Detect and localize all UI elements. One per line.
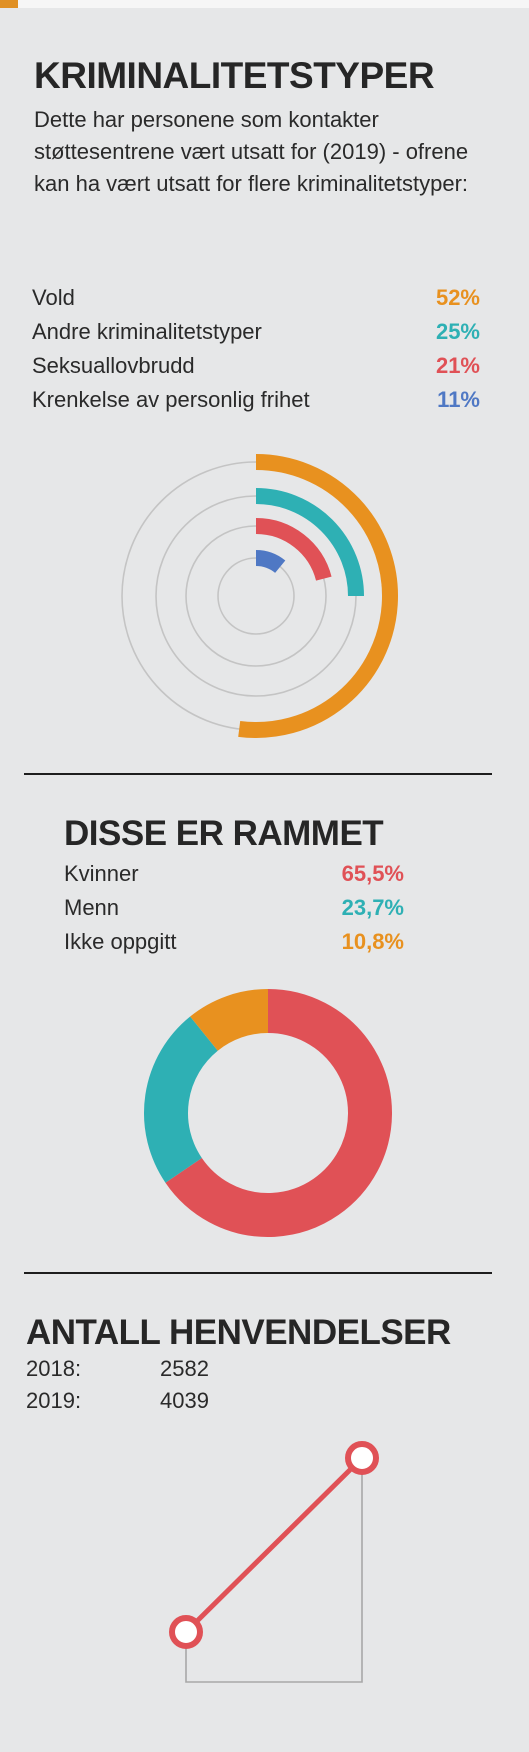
year-count-value: 4039 (160, 1388, 209, 1413)
crime-legend-row-krenkelse-av-personlig-frihet: Krenkelse av personlig frihet 11% (32, 387, 480, 421)
crime-legend-label: Andre kriminalitetstyper (32, 319, 262, 344)
crime-legend-label: Seksuallovbrudd (32, 353, 195, 378)
gender-legend-value: 10,8% (341, 929, 404, 954)
section-title-kriminalitetstyper: KRIMINALITETSTYPER (34, 55, 435, 96)
gender-legend-row-menn: Menn 23,7% (64, 895, 404, 929)
crime-legend-row-vold: Vold 52% (32, 285, 480, 319)
gender-legend-label: Menn (64, 895, 120, 920)
radial-bar-seksuallovbrudd (255, 518, 332, 581)
crime-legend-value: 11% (437, 387, 480, 412)
year-row: 2018: 2582 (26, 1356, 326, 1388)
gender-legend-value: 65,5% (341, 861, 404, 886)
year-count-value: 2582 (160, 1356, 209, 1381)
radial-bar-andre-kriminalitetstyper (255, 488, 364, 597)
intro-text: Dette har personene som kontakter støtte… (34, 107, 469, 196)
crime-types-legend: Vold 52% Andre kriminalitetstyper 25% Seksua… (32, 285, 480, 421)
donut-slice-ikke-oppgitt (190, 989, 269, 1052)
donut-slice-menn (144, 1016, 219, 1183)
crime-legend-row-andre-kriminalitetstyper: Andre kriminalitetstyper 25% (32, 319, 480, 353)
line-chart-frame (185, 1458, 363, 1683)
top-accent-line (18, 0, 529, 8)
radial-grid-ring (217, 557, 295, 635)
gender-legend-label: Ikke oppgitt (64, 929, 177, 954)
radial-bar-vold (238, 454, 398, 738)
top-accent-orange (0, 0, 18, 8)
radial-bar-krenkelse-av-personlig-frihet (255, 550, 286, 574)
year-row: 2019: 4039 (26, 1388, 326, 1420)
yearly-counts: 2018: 2582 2019: 4039 (26, 1356, 326, 1420)
crime-legend-label: Vold (32, 285, 75, 310)
section-title-antall-henvendelser: ANTALL HENVENDELSER (26, 1313, 451, 1352)
gender-legend-label: Kvinner (64, 861, 139, 886)
top-accent-bar (0, 0, 529, 8)
section-divider (24, 1272, 492, 1274)
year-label: 2019: (26, 1388, 82, 1413)
section-title-disse-er-rammet: DISSE ER RAMMET (64, 814, 384, 853)
section-divider (24, 773, 492, 775)
line-series-henvendelser (184, 1456, 364, 1634)
crime-legend-row-seksuallovbrudd: Seksuallovbrudd 21% (32, 353, 480, 387)
crime-legend-label: Krenkelse av personlig frihet (32, 387, 310, 412)
year-label: 2018: (26, 1356, 82, 1381)
crime-legend-value: 25% (435, 319, 480, 344)
gender-legend-row-ikke-oppgitt: Ikke oppgitt 10,8% (64, 929, 404, 963)
crime-legend-value: 21% (435, 353, 480, 378)
gender-legend-value: 23,7% (341, 895, 404, 920)
gender-legend-row-kvinner: Kvinner 65,5% (64, 861, 404, 895)
line-point-2018 (169, 1615, 203, 1649)
line-point-2019 (345, 1441, 379, 1475)
donut-slice-kvinner (165, 989, 392, 1237)
gender-legend: Kvinner 65,5% Menn 23,7% Ikke oppgitt 10,8% (64, 861, 404, 963)
crime-legend-value: 52% (435, 285, 480, 310)
